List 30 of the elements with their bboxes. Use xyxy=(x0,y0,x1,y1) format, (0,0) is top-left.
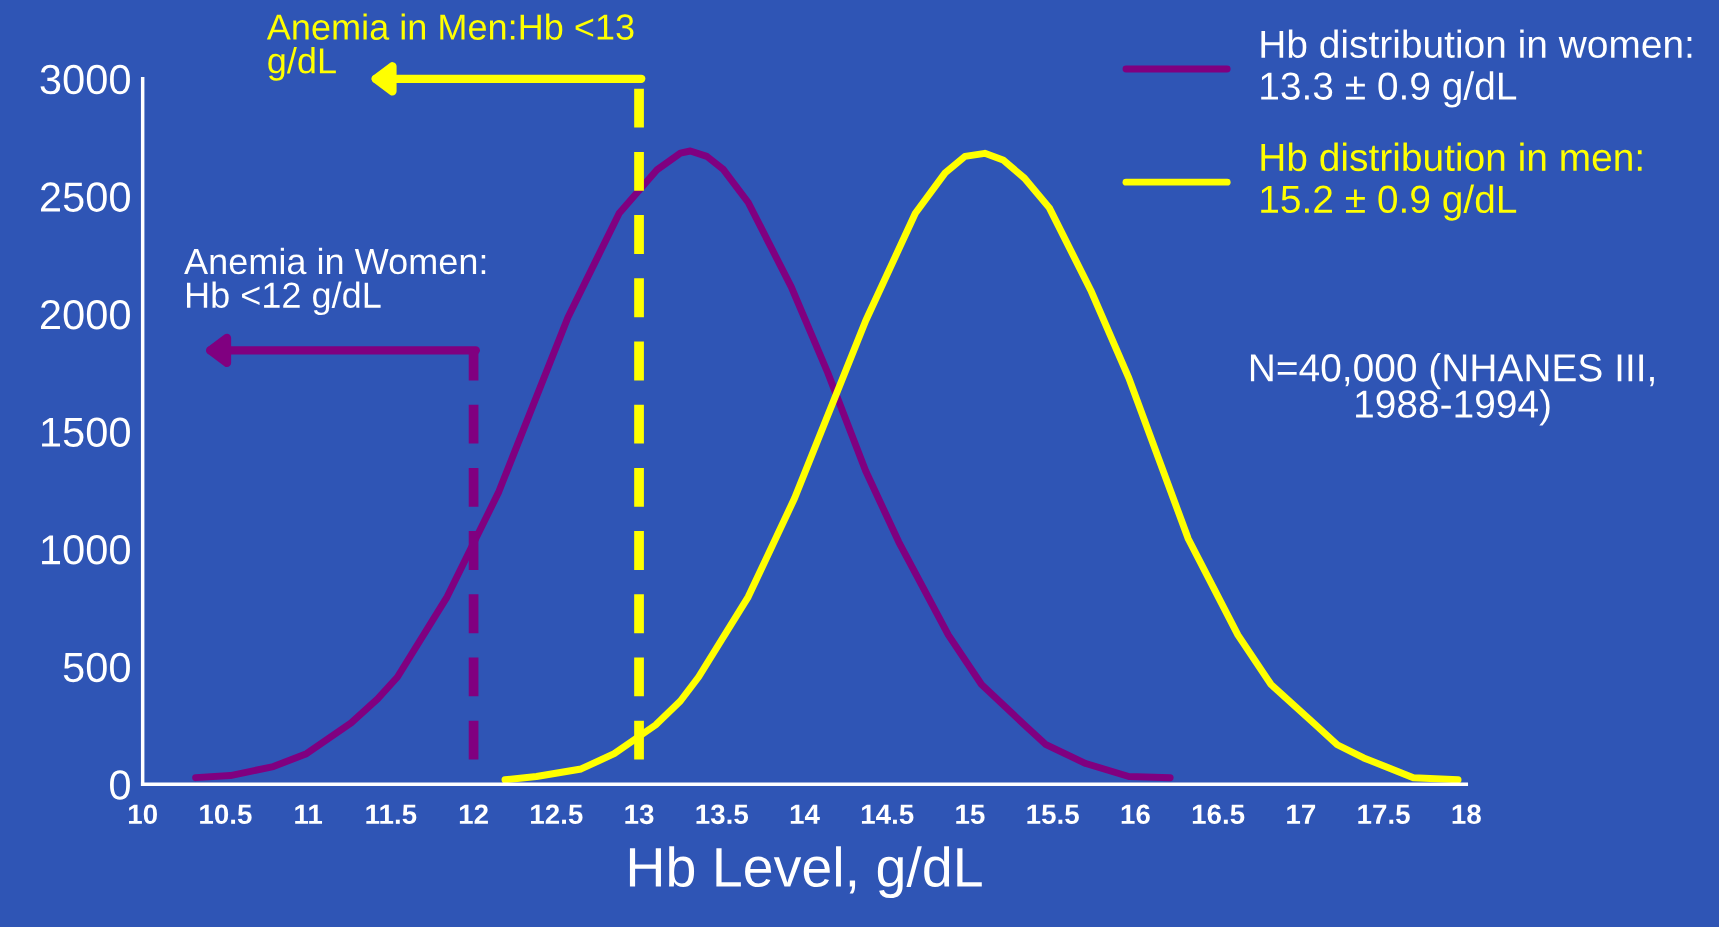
x-tick-label: 14 xyxy=(790,804,820,824)
x-tick-label: 17 xyxy=(1287,804,1316,824)
ref-line-label: Anemia in Women: Hb <12 g/dL xyxy=(184,247,486,316)
x-tick-label: 12 xyxy=(459,804,488,824)
x-tick-label: 18 xyxy=(1452,804,1481,825)
x-tick-label: 16 xyxy=(1121,804,1150,825)
x-axis-title: Hb Level, g/dL xyxy=(629,846,982,899)
y-tick-label: 1000 xyxy=(42,535,130,565)
x-tick-label: 16.5 xyxy=(1192,804,1245,825)
y-tick-label: 1500 xyxy=(42,417,130,448)
x-tick-label: 17.5 xyxy=(1358,804,1410,825)
x-tick-label: 11.5 xyxy=(366,804,417,825)
x-tick-label: 10 xyxy=(128,804,157,825)
y-tick-label: 500 xyxy=(63,652,130,683)
x-tick-label: 15.5 xyxy=(1027,804,1079,825)
x-tick-label: 11 xyxy=(295,804,323,824)
x-tick-label: 10.5 xyxy=(200,804,252,825)
x-tick-label: 13 xyxy=(625,804,654,825)
x-tick-label: 15 xyxy=(956,804,985,825)
legend-label: Hb distribution in men: 15.2 ± 0.9 g/dL xyxy=(1261,142,1642,221)
x-tick-label: 12.5 xyxy=(531,804,583,825)
x-tick-label: 14.5 xyxy=(861,804,914,825)
y-tick-label: 3000 xyxy=(40,64,130,95)
x-tick-label: 13.5 xyxy=(696,804,749,825)
y-tick-label: 0 xyxy=(110,770,130,800)
legend-label: Hb distribution in women: 13.3 ± 0.9 g/dL xyxy=(1261,29,1692,108)
y-tick-label: 2500 xyxy=(40,182,130,212)
ref-line-label: Anemia in Men:Hb <13 g/dL xyxy=(266,13,634,81)
y-tick-label: 2000 xyxy=(40,299,130,330)
annotation: N=40,000 (NHANES III, 1988-1994) xyxy=(1250,353,1654,426)
